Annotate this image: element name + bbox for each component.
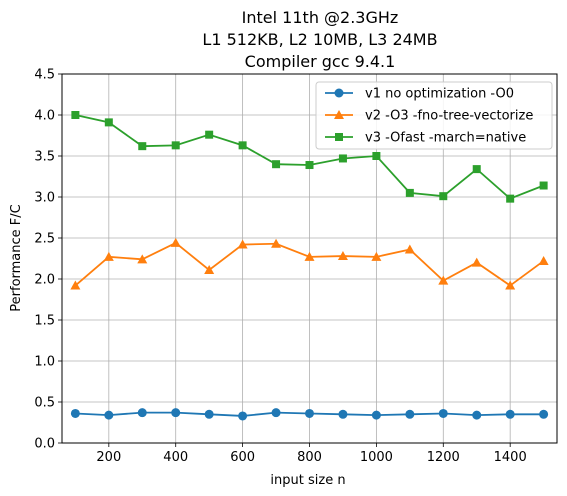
data-point bbox=[137, 408, 147, 418]
y-tick-label: 1.0 bbox=[34, 355, 55, 370]
y-tick-label: 0.0 bbox=[34, 437, 55, 452]
data-point bbox=[171, 408, 181, 418]
data-point bbox=[138, 142, 147, 151]
data-point bbox=[104, 118, 113, 127]
data-point bbox=[438, 275, 449, 285]
x-tick-label: 1400 bbox=[494, 450, 527, 465]
data-point bbox=[271, 408, 281, 418]
data-point bbox=[170, 237, 181, 247]
data-point bbox=[137, 254, 148, 264]
data-point bbox=[205, 130, 214, 139]
axis-ticks: 200 400 600 800 1000 1200 1400 0.0 0.5 1.0 1.5 2.0 2… bbox=[34, 68, 526, 466]
data-point bbox=[238, 411, 248, 421]
data-point bbox=[472, 165, 481, 174]
data-point bbox=[539, 409, 549, 419]
data-point bbox=[204, 409, 214, 419]
legend-box bbox=[315, 81, 553, 150]
data-point bbox=[337, 251, 348, 261]
chart-title-line-2: L1 512KB, L2 10MB, L3 24MB bbox=[202, 30, 437, 49]
data-point bbox=[70, 408, 80, 418]
data-point bbox=[505, 280, 516, 290]
plot-series bbox=[70, 111, 549, 421]
x-tick-label: 400 bbox=[163, 450, 188, 465]
data-point bbox=[471, 257, 482, 267]
y-tick-label: 1.5 bbox=[34, 314, 55, 329]
chart-title-line-3: Compiler gcc 9.4.1 bbox=[245, 52, 396, 71]
chart-title-line-1: Intel 11th @2.3GHz bbox=[242, 8, 399, 27]
data-point bbox=[539, 181, 548, 190]
legend-marker bbox=[334, 88, 344, 98]
data-point bbox=[506, 194, 515, 203]
x-tick-label: 600 bbox=[230, 450, 255, 465]
data-point bbox=[271, 238, 282, 248]
y-tick-label: 4.0 bbox=[34, 109, 55, 124]
data-point bbox=[338, 409, 348, 419]
x-tick-label: 1000 bbox=[360, 450, 393, 465]
y-tick-label: 2.0 bbox=[34, 273, 55, 288]
x-tick-label: 800 bbox=[297, 450, 322, 465]
data-point bbox=[304, 251, 315, 261]
series-3 bbox=[71, 111, 548, 203]
data-point bbox=[371, 410, 381, 420]
data-point bbox=[505, 409, 515, 419]
data-point bbox=[238, 141, 247, 150]
y-tick-label: 4.5 bbox=[34, 68, 55, 83]
data-point bbox=[371, 251, 382, 261]
legend-label: v2 -O3 -fno-tree-vectorize bbox=[365, 109, 533, 124]
y-tick-label: 2.5 bbox=[34, 232, 55, 247]
data-point bbox=[405, 188, 414, 197]
series-2 bbox=[70, 237, 549, 290]
data-point bbox=[70, 280, 81, 290]
legend-marker bbox=[334, 110, 344, 119]
data-point bbox=[538, 255, 549, 265]
data-point bbox=[438, 408, 448, 418]
plot-area-frame bbox=[61, 73, 558, 444]
data-point bbox=[272, 160, 281, 169]
data-point bbox=[103, 251, 114, 261]
y-tick-label: 3.5 bbox=[34, 150, 55, 165]
y-tick-label: 0.5 bbox=[34, 396, 55, 411]
series-1 bbox=[70, 408, 549, 421]
data-point bbox=[305, 408, 314, 418]
data-point bbox=[204, 264, 215, 274]
legend-marker bbox=[335, 133, 343, 141]
data-point bbox=[237, 239, 248, 249]
x-axis-label: input size n bbox=[270, 473, 345, 488]
data-point bbox=[404, 244, 415, 254]
data-point bbox=[305, 161, 314, 170]
y-tick-label: 3.0 bbox=[34, 191, 55, 206]
data-point bbox=[405, 409, 415, 419]
legend-label: v1 no optimization -O0 bbox=[365, 87, 514, 102]
legend-label: v3 -Ofast -march=native bbox=[365, 131, 526, 146]
data-point bbox=[71, 111, 80, 119]
data-point bbox=[472, 410, 482, 420]
data-point bbox=[104, 410, 114, 420]
legend: v1 no optimization -O0 v2 -O3 -fno-tree-v… bbox=[315, 81, 553, 150]
data-point bbox=[372, 152, 381, 160]
x-tick-label: 1200 bbox=[427, 450, 460, 465]
y-axis-label: Performance F/C bbox=[9, 204, 24, 311]
data-point bbox=[338, 154, 347, 163]
data-point bbox=[439, 192, 448, 201]
x-tick-label: 200 bbox=[96, 450, 121, 465]
data-point bbox=[171, 141, 180, 150]
